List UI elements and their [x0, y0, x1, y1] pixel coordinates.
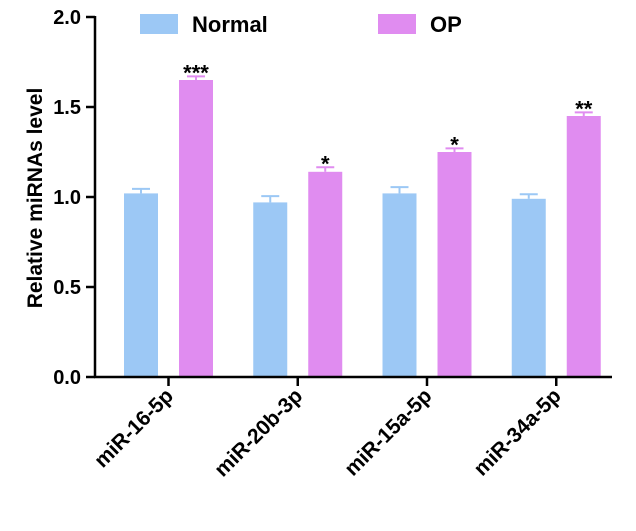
- y-tick-label: 2.0: [53, 7, 81, 29]
- y-axis-label: Relative miRNAs level: [24, 88, 47, 309]
- bar-op-miR-34a-5p: [566, 116, 601, 377]
- x-axis: miR-16-5p miR-20b-3p miR-15a-5p miR-34a-5p: [90, 375, 612, 481]
- significance-label: ***: [183, 60, 209, 85]
- x-tick-label: miR-34a-5p: [469, 384, 565, 480]
- bar-op-miR-20b-3p: [308, 171, 343, 377]
- bar-normal-miR-15a-5p: [382, 193, 417, 377]
- bar-normal-miR-16-5p: [124, 193, 158, 377]
- legend: Normal OP: [140, 12, 462, 37]
- bars: *******: [124, 60, 601, 377]
- significance-label: **: [575, 96, 593, 121]
- bar-normal-miR-34a-5p: [511, 198, 546, 377]
- legend-label-normal: Normal: [192, 12, 268, 37]
- x-tick-label: miR-16-5p: [90, 384, 178, 472]
- y-axis: 0.0 0.5 1.0 1.5 2.0: [53, 7, 97, 389]
- significance-label: *: [321, 151, 330, 176]
- x-tick-label: miR-20b-3p: [210, 384, 307, 481]
- y-tick-label: 0.0: [53, 367, 81, 389]
- y-tick-label: 1.5: [53, 97, 81, 119]
- y-tick-label: 0.5: [53, 277, 81, 299]
- y-tick-label: 1.0: [53, 187, 81, 209]
- legend-swatch-op: [378, 14, 416, 34]
- legend-swatch-normal: [140, 14, 178, 34]
- bar-op-miR-15a-5p: [437, 152, 472, 377]
- bar-normal-miR-20b-3p: [253, 202, 288, 377]
- x-tick-label: miR-15a-5p: [340, 384, 436, 480]
- bar-op-miR-16-5p: [179, 80, 213, 377]
- significance-label: *: [450, 132, 459, 157]
- legend-label-op: OP: [430, 12, 462, 37]
